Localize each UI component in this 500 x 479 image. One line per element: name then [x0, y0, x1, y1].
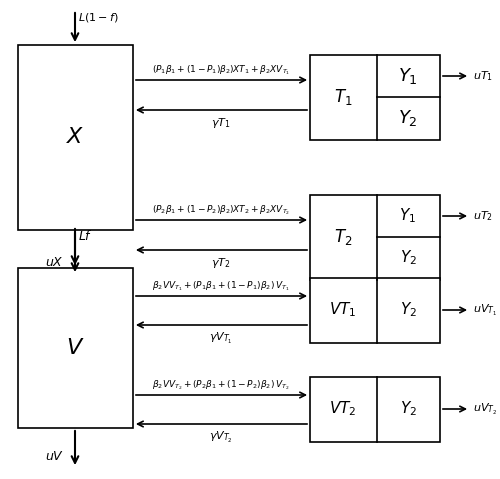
Text: $\beta_2VV_{T_1}+(P_1\beta_1+(1-P_1)\beta_2)\,V_{T_1}$: $\beta_2VV_{T_1}+(P_1\beta_1+(1-P_1)\bet… [152, 279, 290, 293]
Text: $\gamma V_{T_1}$: $\gamma V_{T_1}$ [209, 331, 233, 345]
Bar [310, 55, 440, 140]
Text: $(P_2\beta_1+(1-P_2)\beta_2)XT_2+\beta_2XV_{T_2}$: $(P_2\beta_1+(1-P_2)\beta_2)XT_2+\beta_2… [152, 203, 290, 217]
Text: $\gamma V_{T_2}$: $\gamma V_{T_2}$ [209, 430, 233, 445]
Bar [310, 278, 440, 343]
Text: $Lf$: $Lf$ [78, 229, 93, 243]
Text: $uX$: $uX$ [45, 255, 64, 269]
Text: $(P_1\beta_1+(1-P_1)\beta_2)XT_1+\beta_2XV_{T_1}$: $(P_1\beta_1+(1-P_1)\beta_2)XT_1+\beta_2… [152, 63, 290, 77]
Text: $T_2$: $T_2$ [334, 227, 352, 247]
Bar [18, 268, 133, 428]
Text: $uV_{T_2}$: $uV_{T_2}$ [473, 401, 498, 417]
Bar [18, 45, 133, 230]
Text: $Y_2$: $Y_2$ [398, 108, 418, 128]
Text: $uV_{T_1}$: $uV_{T_1}$ [473, 302, 498, 318]
Text: $Y_2$: $Y_2$ [400, 301, 416, 319]
Text: $Y_1$: $Y_1$ [398, 66, 418, 86]
Text: $L(1-f)$: $L(1-f)$ [78, 11, 118, 23]
Text: $uT_2$: $uT_2$ [473, 209, 493, 223]
Text: $Y_1$: $Y_1$ [400, 206, 416, 225]
Text: $Y_2$: $Y_2$ [400, 399, 416, 418]
Text: $\gamma T_2$: $\gamma T_2$ [211, 256, 231, 270]
Text: $\gamma T_1$: $\gamma T_1$ [211, 116, 231, 130]
Text: $Y_2$: $Y_2$ [400, 249, 416, 267]
Text: $uV$: $uV$ [45, 449, 64, 463]
Text: $VT_1$: $VT_1$ [330, 301, 356, 319]
Text: $V$: $V$ [66, 338, 84, 358]
Text: $uT_1$: $uT_1$ [473, 69, 493, 83]
Text: $T_1$: $T_1$ [334, 87, 352, 107]
Bar [310, 377, 440, 442]
Text: $X$: $X$ [66, 127, 84, 147]
Bar [310, 195, 440, 280]
Text: $\beta_2VV_{T_2}+(P_2\beta_1+(1-P_2)\beta_2)\,V_{T_2}$: $\beta_2VV_{T_2}+(P_2\beta_1+(1-P_2)\bet… [152, 378, 290, 392]
Text: $VT_2$: $VT_2$ [330, 399, 356, 418]
